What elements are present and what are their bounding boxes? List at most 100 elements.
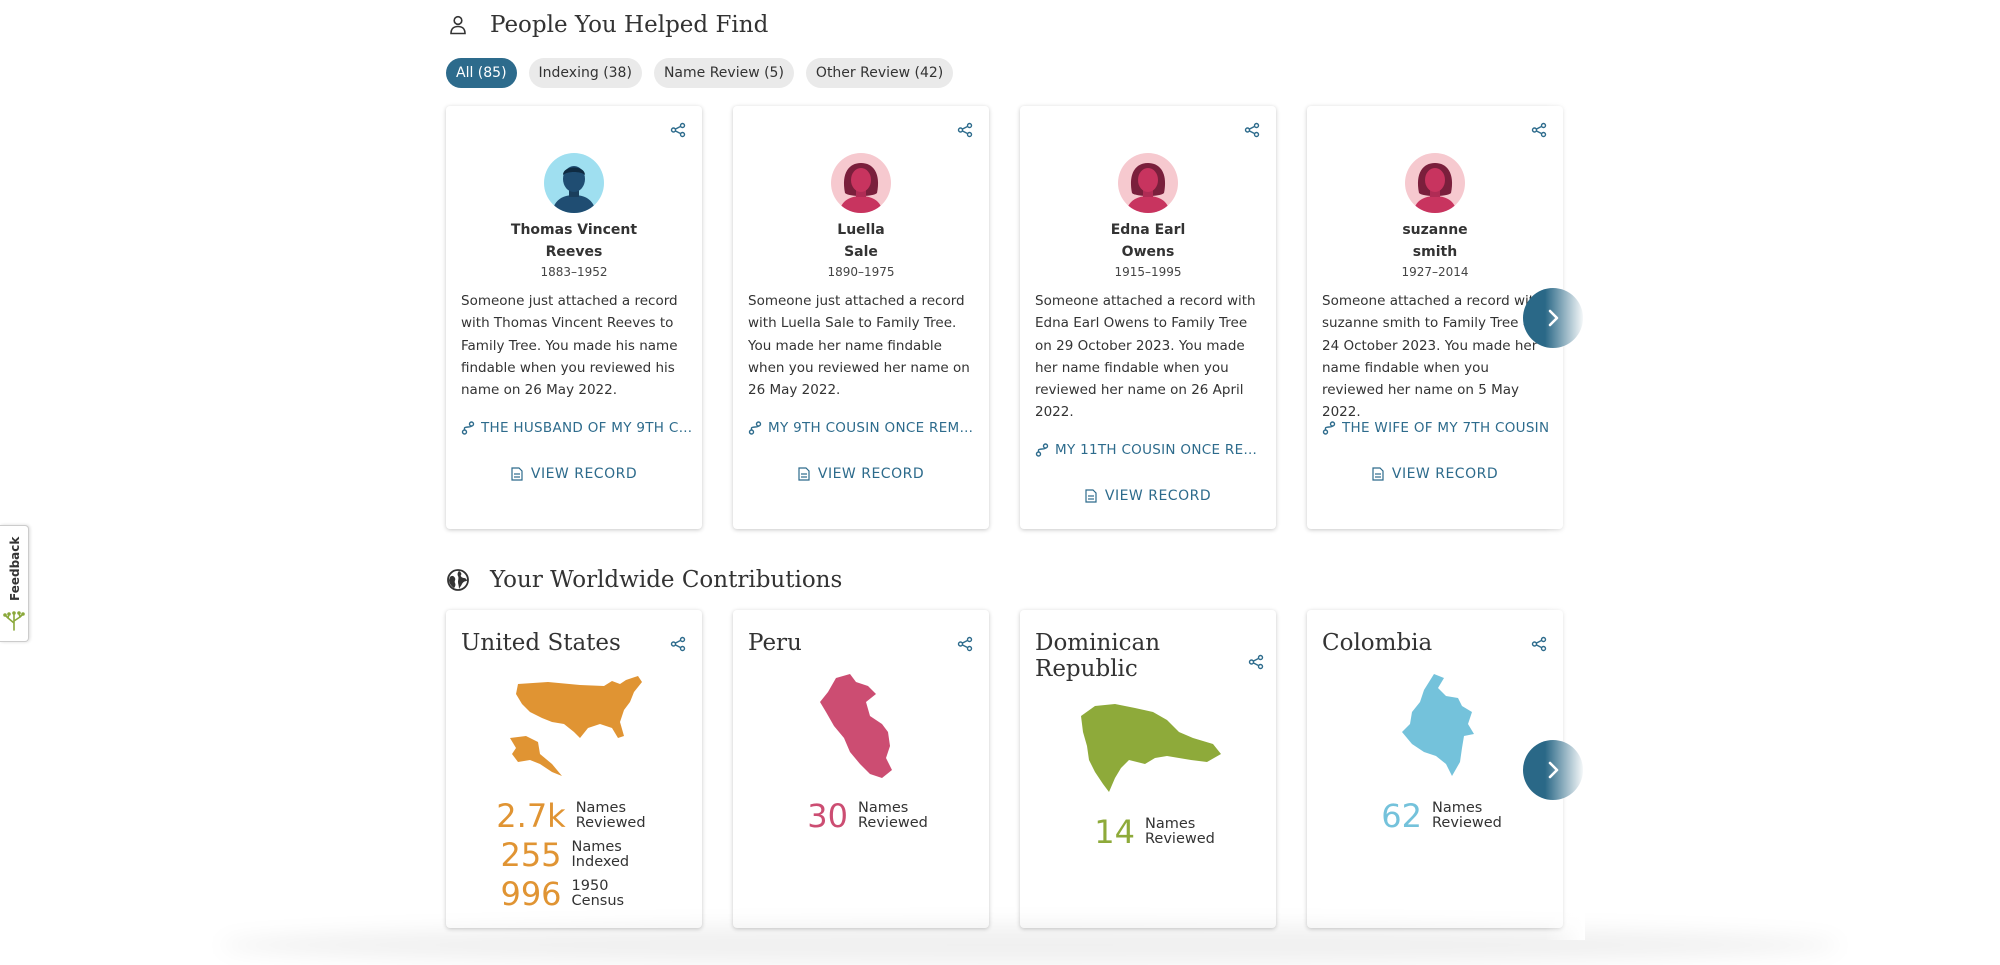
- stat-row: 62 Names Reviewed: [1362, 796, 1508, 835]
- share-icon[interactable]: [670, 636, 686, 652]
- people-section-heading: People You Helped Find: [490, 12, 769, 38]
- person-name-line1: Edna Earl: [1110, 222, 1186, 238]
- share-icon[interactable]: [1531, 122, 1547, 138]
- view-record-label: VIEW RECORD: [530, 466, 638, 482]
- view-record-button[interactable]: VIEW RECORD: [446, 466, 702, 482]
- view-record-label: VIEW RECORD: [1104, 488, 1212, 504]
- attach-message: Someone just attached a record with Thom…: [461, 293, 678, 399]
- country-name: Dominican Republic: [1035, 630, 1161, 682]
- stat-row: 2.7k Names Reviewed: [496, 796, 651, 835]
- relationship-link[interactable]: THE WIFE OF MY 7TH COUSIN: [1322, 420, 1554, 436]
- stat-row: 996 1950 Census: [500, 874, 647, 913]
- stat-value: 14: [1094, 812, 1135, 851]
- globe-icon: [446, 568, 470, 592]
- person-card: Luella Sale 1890–1975 Someone just attached…: [733, 106, 989, 529]
- country-stats: 2.7k Names Reviewed 255 Names Indexed 996 195…: [446, 796, 702, 913]
- country-stats: 30 Names Reviewed: [733, 796, 989, 835]
- filter-chip-name-review[interactable]: Name Review (5): [653, 58, 794, 88]
- relationship-text: MY 11TH COUSIN ONCE REMOVED: [1055, 442, 1267, 458]
- avatar: [1405, 153, 1465, 213]
- stat-value: 30: [807, 796, 848, 835]
- person-name-line1: Thomas Vincent: [510, 222, 638, 238]
- stat-value: 255: [500, 835, 562, 874]
- stat-label: Names Reviewed: [575, 799, 646, 831]
- attach-message: Someone attached a record with Edna Earl…: [1035, 293, 1256, 421]
- feedback-label: Feedback: [8, 536, 22, 601]
- person-name: Thomas Vincent Reeves: [446, 219, 702, 263]
- filter-chip-other-review[interactable]: Other Review (42): [805, 58, 954, 88]
- person-name-line1: Luella: [837, 222, 885, 238]
- relationship-icon: [461, 421, 475, 435]
- country-card: Dominican Republic 14 Names Reviewed: [1020, 610, 1276, 928]
- document-icon: [1085, 489, 1097, 503]
- people-section-title: People You Helped Find: [446, 12, 768, 38]
- country-stats: 62 Names Reviewed: [1307, 796, 1563, 835]
- country-map: [508, 672, 648, 786]
- view-record-button[interactable]: VIEW RECORD: [1020, 488, 1276, 504]
- filter-chip-all[interactable]: All (85): [446, 58, 517, 88]
- life-dates: 1927–2014: [1401, 265, 1469, 279]
- person-card: Thomas Vincent Reeves 1883–1952 Someone jus…: [446, 106, 702, 529]
- person-name: Edna Earl Owens: [1020, 219, 1276, 263]
- contrib-section-heading: Your Worldwide Contributions: [490, 567, 843, 593]
- contrib-next-button[interactable]: [1523, 740, 1583, 800]
- life-dates: 1883–1952: [540, 265, 608, 279]
- chevron-right-icon: [1548, 309, 1559, 327]
- relationship-text: THE WIFE OF MY 7TH COUSIN: [1342, 420, 1550, 436]
- avatar: [544, 153, 604, 213]
- person-name-line2: Reeves: [545, 244, 603, 260]
- country-card: United States 2.7k Names Reviewed 255 Names…: [446, 610, 702, 928]
- stat-label: Names Reviewed: [1145, 815, 1215, 847]
- document-icon: [1372, 467, 1384, 481]
- relationship-link[interactable]: THE HUSBAND OF MY 9TH COUSIN: [461, 420, 693, 436]
- life-dates: 1915–1995: [1114, 265, 1182, 279]
- stat-label: Names Reviewed: [858, 799, 928, 831]
- view-record-label: VIEW RECORD: [817, 466, 925, 482]
- country-name: Colombia: [1322, 630, 1433, 656]
- share-icon[interactable]: [1244, 122, 1260, 138]
- chevron-right-icon: [1548, 761, 1559, 779]
- view-record-label: VIEW RECORD: [1391, 466, 1499, 482]
- person-name-line1: suzanne: [1402, 222, 1468, 238]
- view-record-button[interactable]: VIEW RECORD: [733, 466, 989, 482]
- feedback-tab[interactable]: Feedback: [0, 525, 29, 642]
- stat-row: 14 Names Reviewed: [1075, 812, 1221, 851]
- relationship-link[interactable]: MY 11TH COUSIN ONCE REMOVED: [1035, 442, 1267, 458]
- share-icon[interactable]: [1248, 654, 1264, 670]
- stat-value: 996: [500, 874, 562, 913]
- country-card: Colombia 62 Names Reviewed: [1307, 610, 1563, 928]
- person-icon: [446, 13, 470, 37]
- stat-label: Names Indexed: [571, 838, 630, 870]
- view-record-button[interactable]: VIEW RECORD: [1307, 466, 1563, 482]
- person-name-line2: smith: [1412, 244, 1458, 260]
- relationship-text: THE HUSBAND OF MY 9TH COUSIN: [481, 420, 693, 436]
- avatar: [1118, 153, 1178, 213]
- country-stats: 14 Names Reviewed: [1020, 812, 1276, 851]
- share-icon[interactable]: [957, 122, 973, 138]
- share-icon[interactable]: [670, 122, 686, 138]
- document-icon: [798, 467, 810, 481]
- person-name-line2: Owens: [1121, 244, 1175, 260]
- people-next-button[interactable]: [1523, 288, 1583, 348]
- share-icon[interactable]: [1531, 636, 1547, 652]
- person-name: Luella Sale: [733, 219, 989, 263]
- person-card: suzanne smith 1927–2014 Someone attached a …: [1307, 106, 1563, 529]
- country-name: Peru: [748, 630, 802, 656]
- country-card: Peru 30 Names Reviewed: [733, 610, 989, 928]
- relationship-link[interactable]: MY 9TH COUSIN ONCE REMOVED: [748, 420, 980, 436]
- country-name: United States: [461, 630, 621, 656]
- filter-chip-indexing[interactable]: Indexing (38): [528, 58, 642, 88]
- attach-message: Someone just attached a record with Luel…: [748, 293, 970, 399]
- country-map: [816, 672, 906, 786]
- relationship-icon: [748, 421, 762, 435]
- relationship-icon: [1035, 443, 1049, 457]
- person-card: Edna Earl Owens 1915–1995 Someone attached …: [1020, 106, 1276, 529]
- stat-value: 62: [1381, 796, 1422, 835]
- contrib-section-title: Your Worldwide Contributions: [446, 567, 842, 593]
- share-icon[interactable]: [957, 636, 973, 652]
- stat-label: 1950 Census: [571, 877, 625, 909]
- life-dates: 1890–1975: [827, 265, 895, 279]
- tree-icon: [3, 611, 25, 631]
- attach-message: Someone attached a record with suzanne s…: [1322, 293, 1543, 421]
- stat-value: 2.7k: [496, 796, 566, 835]
